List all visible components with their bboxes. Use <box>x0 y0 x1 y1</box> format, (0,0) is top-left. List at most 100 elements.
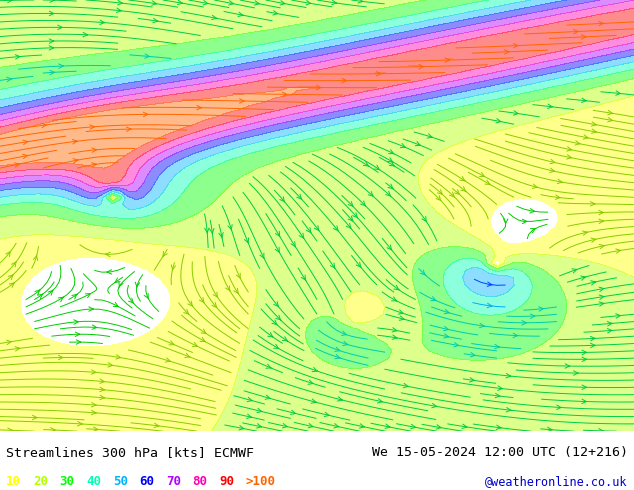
FancyArrowPatch shape <box>273 11 278 15</box>
FancyArrowPatch shape <box>8 0 12 2</box>
FancyArrowPatch shape <box>522 320 526 325</box>
FancyArrowPatch shape <box>348 201 353 207</box>
FancyArrowPatch shape <box>487 303 492 308</box>
FancyArrowPatch shape <box>280 0 285 5</box>
Text: Streamlines 300 hPa [kts] ECMWF: Streamlines 300 hPa [kts] ECMWF <box>6 446 254 459</box>
FancyArrowPatch shape <box>49 46 54 50</box>
FancyArrowPatch shape <box>74 320 79 324</box>
FancyArrowPatch shape <box>129 298 134 303</box>
FancyArrowPatch shape <box>420 270 425 275</box>
FancyArrowPatch shape <box>591 238 596 243</box>
FancyArrowPatch shape <box>276 315 281 320</box>
Text: 40: 40 <box>86 475 101 488</box>
FancyArrowPatch shape <box>23 140 28 145</box>
FancyArrowPatch shape <box>548 104 552 108</box>
FancyArrowPatch shape <box>479 323 484 328</box>
FancyArrowPatch shape <box>268 333 273 337</box>
FancyArrowPatch shape <box>113 302 119 307</box>
FancyArrowPatch shape <box>306 228 311 233</box>
FancyArrowPatch shape <box>201 329 206 334</box>
FancyArrowPatch shape <box>273 344 279 348</box>
FancyArrowPatch shape <box>333 423 339 428</box>
FancyArrowPatch shape <box>385 424 390 428</box>
FancyArrowPatch shape <box>479 172 484 176</box>
FancyArrowPatch shape <box>299 233 304 239</box>
FancyArrowPatch shape <box>599 295 604 299</box>
FancyArrowPatch shape <box>505 49 509 54</box>
FancyArrowPatch shape <box>583 231 588 235</box>
FancyArrowPatch shape <box>582 350 586 355</box>
FancyArrowPatch shape <box>485 180 490 185</box>
FancyArrowPatch shape <box>301 275 306 281</box>
FancyArrowPatch shape <box>400 144 406 147</box>
FancyArrowPatch shape <box>165 358 171 362</box>
FancyArrowPatch shape <box>240 98 244 103</box>
FancyArrowPatch shape <box>496 119 501 123</box>
FancyArrowPatch shape <box>210 228 214 234</box>
FancyArrowPatch shape <box>590 336 595 341</box>
Text: We 15-05-2024 12:00 UTC (12+216): We 15-05-2024 12:00 UTC (12+216) <box>372 446 628 459</box>
FancyArrowPatch shape <box>213 292 218 297</box>
FancyArrowPatch shape <box>266 364 271 368</box>
FancyArrowPatch shape <box>470 353 476 357</box>
FancyArrowPatch shape <box>274 302 279 307</box>
FancyArrowPatch shape <box>581 98 586 102</box>
FancyArrowPatch shape <box>335 354 340 359</box>
FancyArrowPatch shape <box>171 265 176 270</box>
FancyArrowPatch shape <box>419 65 424 69</box>
FancyArrowPatch shape <box>135 282 139 288</box>
FancyArrowPatch shape <box>607 110 612 115</box>
FancyArrowPatch shape <box>154 423 159 428</box>
FancyArrowPatch shape <box>590 343 595 347</box>
FancyArrowPatch shape <box>555 195 560 199</box>
FancyArrowPatch shape <box>388 184 393 189</box>
FancyArrowPatch shape <box>116 355 120 359</box>
FancyArrowPatch shape <box>582 399 586 404</box>
FancyArrowPatch shape <box>470 378 474 382</box>
FancyArrowPatch shape <box>430 296 436 301</box>
FancyArrowPatch shape <box>290 410 295 415</box>
FancyArrowPatch shape <box>308 380 313 384</box>
Text: 20: 20 <box>33 475 48 488</box>
FancyArrowPatch shape <box>392 335 397 340</box>
FancyArrowPatch shape <box>581 35 586 39</box>
FancyArrowPatch shape <box>575 141 580 145</box>
FancyArrowPatch shape <box>260 253 264 259</box>
FancyArrowPatch shape <box>392 297 397 301</box>
FancyArrowPatch shape <box>212 302 217 308</box>
FancyArrowPatch shape <box>178 0 183 4</box>
FancyArrowPatch shape <box>462 424 467 428</box>
FancyArrowPatch shape <box>607 328 612 333</box>
FancyArrowPatch shape <box>436 196 441 201</box>
FancyArrowPatch shape <box>234 289 238 294</box>
FancyArrowPatch shape <box>197 105 202 110</box>
FancyArrowPatch shape <box>607 321 612 326</box>
FancyArrowPatch shape <box>105 252 110 257</box>
FancyArrowPatch shape <box>117 8 121 13</box>
FancyArrowPatch shape <box>212 15 216 20</box>
FancyArrowPatch shape <box>35 290 40 295</box>
FancyArrowPatch shape <box>200 338 205 342</box>
FancyArrowPatch shape <box>376 72 381 76</box>
FancyArrowPatch shape <box>272 320 277 325</box>
FancyArrowPatch shape <box>257 424 262 428</box>
Text: 80: 80 <box>193 475 208 488</box>
FancyArrowPatch shape <box>487 282 492 287</box>
FancyArrowPatch shape <box>15 346 20 351</box>
FancyArrowPatch shape <box>239 426 244 430</box>
FancyArrowPatch shape <box>616 91 621 95</box>
FancyArrowPatch shape <box>275 247 280 253</box>
FancyArrowPatch shape <box>599 210 604 215</box>
FancyArrowPatch shape <box>76 340 81 344</box>
FancyArrowPatch shape <box>58 297 63 302</box>
FancyArrowPatch shape <box>422 217 427 222</box>
FancyArrowPatch shape <box>229 0 233 5</box>
FancyArrowPatch shape <box>337 397 342 401</box>
FancyArrowPatch shape <box>228 224 232 230</box>
FancyArrowPatch shape <box>415 142 420 146</box>
FancyArrowPatch shape <box>389 149 394 154</box>
FancyArrowPatch shape <box>73 159 78 163</box>
FancyArrowPatch shape <box>387 158 393 162</box>
FancyArrowPatch shape <box>359 424 365 428</box>
FancyArrowPatch shape <box>522 219 527 224</box>
